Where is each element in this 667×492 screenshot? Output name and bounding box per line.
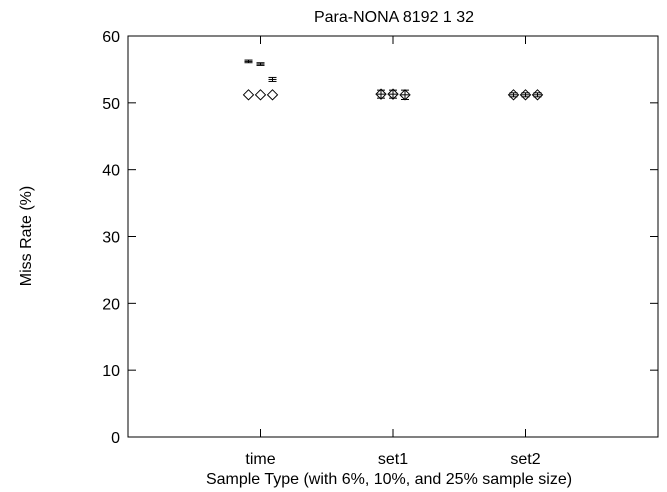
x-axis-label: Sample Type (with 6%, 10%, and 25% sampl… <box>206 471 572 488</box>
y-tick-label: 30 <box>102 230 120 247</box>
y-tick-label: 40 <box>102 163 120 180</box>
x-tick-label: set2 <box>510 451 540 468</box>
data-marks <box>242 59 544 101</box>
data-point <box>254 89 267 101</box>
data-point <box>242 89 255 101</box>
y-axis: 0 10 20 30 40 50 60 <box>102 29 658 447</box>
chart-title: Para-NONA 8192 1 32 <box>314 9 474 26</box>
y-tick-label: 10 <box>102 363 120 380</box>
data-point <box>375 88 387 100</box>
data-point <box>519 89 532 101</box>
y-tick-label: 20 <box>102 296 120 313</box>
x-axis: time set1 set2 <box>245 36 541 468</box>
y-tick-label: 50 <box>102 96 120 113</box>
x-tick-label: time <box>245 451 275 468</box>
data-point <box>399 89 411 101</box>
data-point <box>266 89 279 101</box>
data-point <box>507 89 520 101</box>
y-tick-label: 60 <box>102 29 120 46</box>
x-tick-label: set1 <box>378 451 408 468</box>
y-axis-label: Miss Rate (%) <box>18 186 35 286</box>
y-tick-label: 0 <box>111 430 120 447</box>
data-point <box>387 88 399 100</box>
data-point <box>531 89 544 101</box>
